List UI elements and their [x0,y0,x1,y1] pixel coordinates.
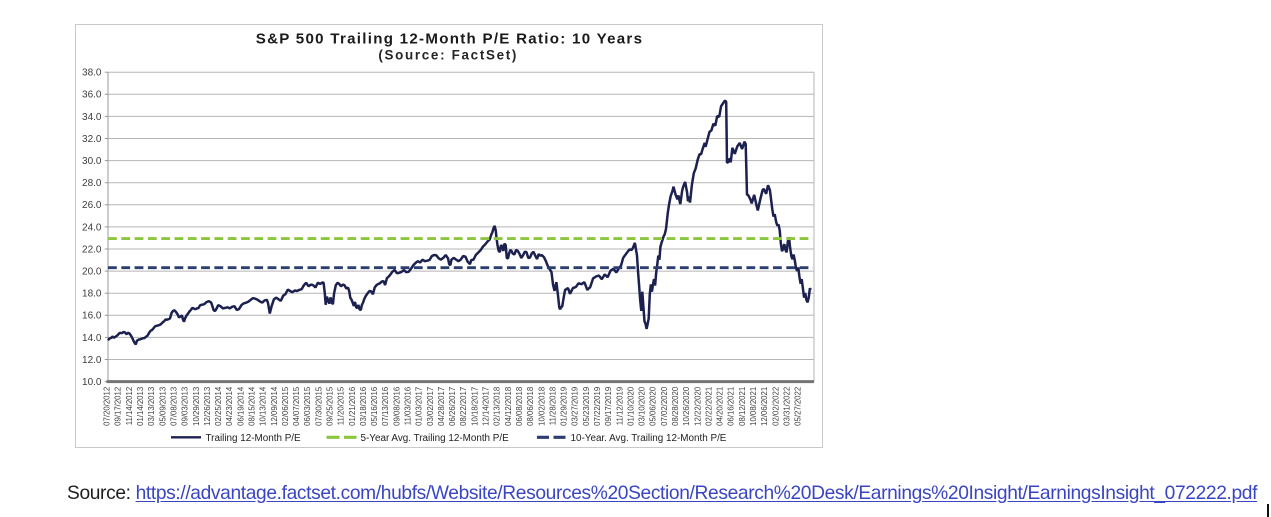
svg-text:06/26/2017: 06/26/2017 [448,387,457,426]
svg-text:10/02/2018: 10/02/2018 [537,387,546,426]
svg-text:05/16/2016: 05/16/2016 [370,387,379,426]
svg-text:09/17/2012: 09/17/2012 [114,387,123,426]
svg-text:01/10/2020: 01/10/2020 [626,386,635,426]
svg-text:24.0: 24.0 [82,222,102,233]
svg-text:09/17/2019: 09/17/2019 [604,387,613,426]
svg-text:03/13/2013: 03/13/2013 [147,387,156,426]
svg-text:06/16/2021: 06/16/2021 [727,387,736,426]
svg-text:Trailing 12-Month P/E: Trailing 12-Month P/E [206,433,302,444]
svg-text:04/23/2014: 04/23/2014 [225,386,234,426]
svg-text:04/07/2015: 04/07/2015 [292,386,301,426]
svg-text:07/22/2019: 07/22/2019 [593,387,602,426]
svg-text:12/26/2013: 12/26/2013 [203,387,212,426]
svg-text:10/29/2013: 10/29/2013 [192,387,201,426]
svg-text:09/08/2016: 09/08/2016 [392,387,401,426]
svg-text:10/13/2014: 10/13/2014 [259,386,268,426]
svg-text:09/25/2015: 09/25/2015 [326,386,335,426]
svg-text:06/03/2015: 06/03/2015 [303,386,312,426]
svg-text:02/22/2021: 02/22/2021 [704,387,713,426]
svg-text:12.0: 12.0 [82,355,102,366]
svg-text:01/03/2017: 01/03/2017 [415,387,424,426]
svg-text:03/18/2016: 03/18/2016 [359,387,368,426]
svg-text:07/20/2012: 07/20/2012 [103,387,112,426]
svg-text:14.0: 14.0 [82,333,102,344]
svg-text:12/22/2020: 12/22/2020 [693,386,702,426]
svg-text:28.0: 28.0 [82,178,102,189]
svg-text:26.0: 26.0 [82,200,102,211]
svg-text:04/20/2021: 04/20/2021 [716,387,725,426]
svg-text:11/03/2016: 11/03/2016 [404,387,413,425]
svg-text:05/23/2019: 05/23/2019 [582,387,591,426]
svg-text:05/27/2022: 05/27/2022 [794,387,803,426]
svg-text:10/26/2020: 10/26/2020 [682,386,691,426]
svg-text:03/10/2020: 03/10/2020 [638,386,647,426]
svg-text:05/06/2020: 05/06/2020 [649,386,658,426]
svg-text:18.0: 18.0 [82,289,102,300]
svg-text:36.0: 36.0 [82,90,102,101]
svg-text:02/02/2022: 02/02/2022 [771,387,780,426]
svg-text:03/31/2022: 03/31/2022 [782,387,791,426]
svg-text:08/06/2018: 08/06/2018 [526,387,535,426]
svg-text:07/02/2020: 07/02/2020 [660,386,669,426]
svg-text:5-Year Avg. Trailing 12-Month: 5-Year Avg. Trailing 12-Month P/E [361,433,510,444]
svg-text:04/12/2018: 04/12/2018 [504,387,513,426]
svg-text:11/14/2012: 11/14/2012 [125,387,134,425]
svg-text:01/14/2013: 01/14/2013 [136,387,145,426]
svg-text:06/19/2014: 06/19/2014 [236,386,245,426]
svg-text:38.0: 38.0 [82,68,102,79]
svg-text:11/28/2018: 11/28/2018 [548,387,557,425]
svg-text:08/12/2021: 08/12/2021 [738,387,747,426]
svg-text:10/08/2021: 10/08/2021 [749,387,758,426]
svg-text:16.0: 16.0 [82,311,102,322]
svg-text:10.0: 10.0 [82,377,102,388]
svg-text:11/20/2015: 11/20/2015 [337,386,346,425]
svg-text:34.0: 34.0 [82,112,102,123]
svg-text:01/21/2016: 01/21/2016 [348,387,357,426]
svg-text:(Source: FactSet): (Source: FactSet) [378,48,518,63]
svg-text:05/09/2013: 05/09/2013 [158,387,167,426]
svg-text:11/12/2019: 11/12/2019 [615,387,624,425]
svg-text:08/22/2017: 08/22/2017 [459,387,468,426]
svg-text:07/13/2016: 07/13/2016 [381,387,390,426]
svg-text:32.0: 32.0 [82,134,102,145]
svg-text:12/06/2021: 12/06/2021 [760,387,769,426]
svg-text:12/09/2014: 12/09/2014 [270,386,279,426]
svg-text:03/02/2017: 03/02/2017 [426,387,435,426]
svg-text:06/08/2018: 06/08/2018 [515,387,524,426]
svg-text:02/13/2018: 02/13/2018 [493,387,502,426]
svg-text:03/27/2019: 03/27/2019 [571,387,580,426]
svg-text:02/25/2014: 02/25/2014 [214,386,223,426]
svg-text:01/29/2019: 01/29/2019 [560,387,569,426]
svg-text:08/28/2020: 08/28/2020 [671,386,680,426]
svg-text:08/15/2014: 08/15/2014 [247,386,256,426]
svg-text:04/28/2017: 04/28/2017 [437,387,446,426]
svg-text:30.0: 30.0 [82,156,102,167]
svg-text:S&P 500 Trailing 12-Month P/E: S&P 500 Trailing 12-Month P/E Ratio: 10 … [256,30,644,47]
svg-text:20.0: 20.0 [82,267,102,278]
svg-text:02/06/2015: 02/06/2015 [281,386,290,426]
svg-text:22.0: 22.0 [82,244,102,255]
svg-text:09/03/2013: 09/03/2013 [181,387,190,426]
svg-text:12/14/2017: 12/14/2017 [482,387,491,426]
svg-text:07/08/2013: 07/08/2013 [169,387,178,426]
svg-text:07/30/2015: 07/30/2015 [314,386,323,426]
svg-text:10/18/2017: 10/18/2017 [470,387,479,426]
svg-text:10-Year. Avg. Trailing 12-Mont: 10-Year. Avg. Trailing 12-Month P/E [571,433,727,444]
